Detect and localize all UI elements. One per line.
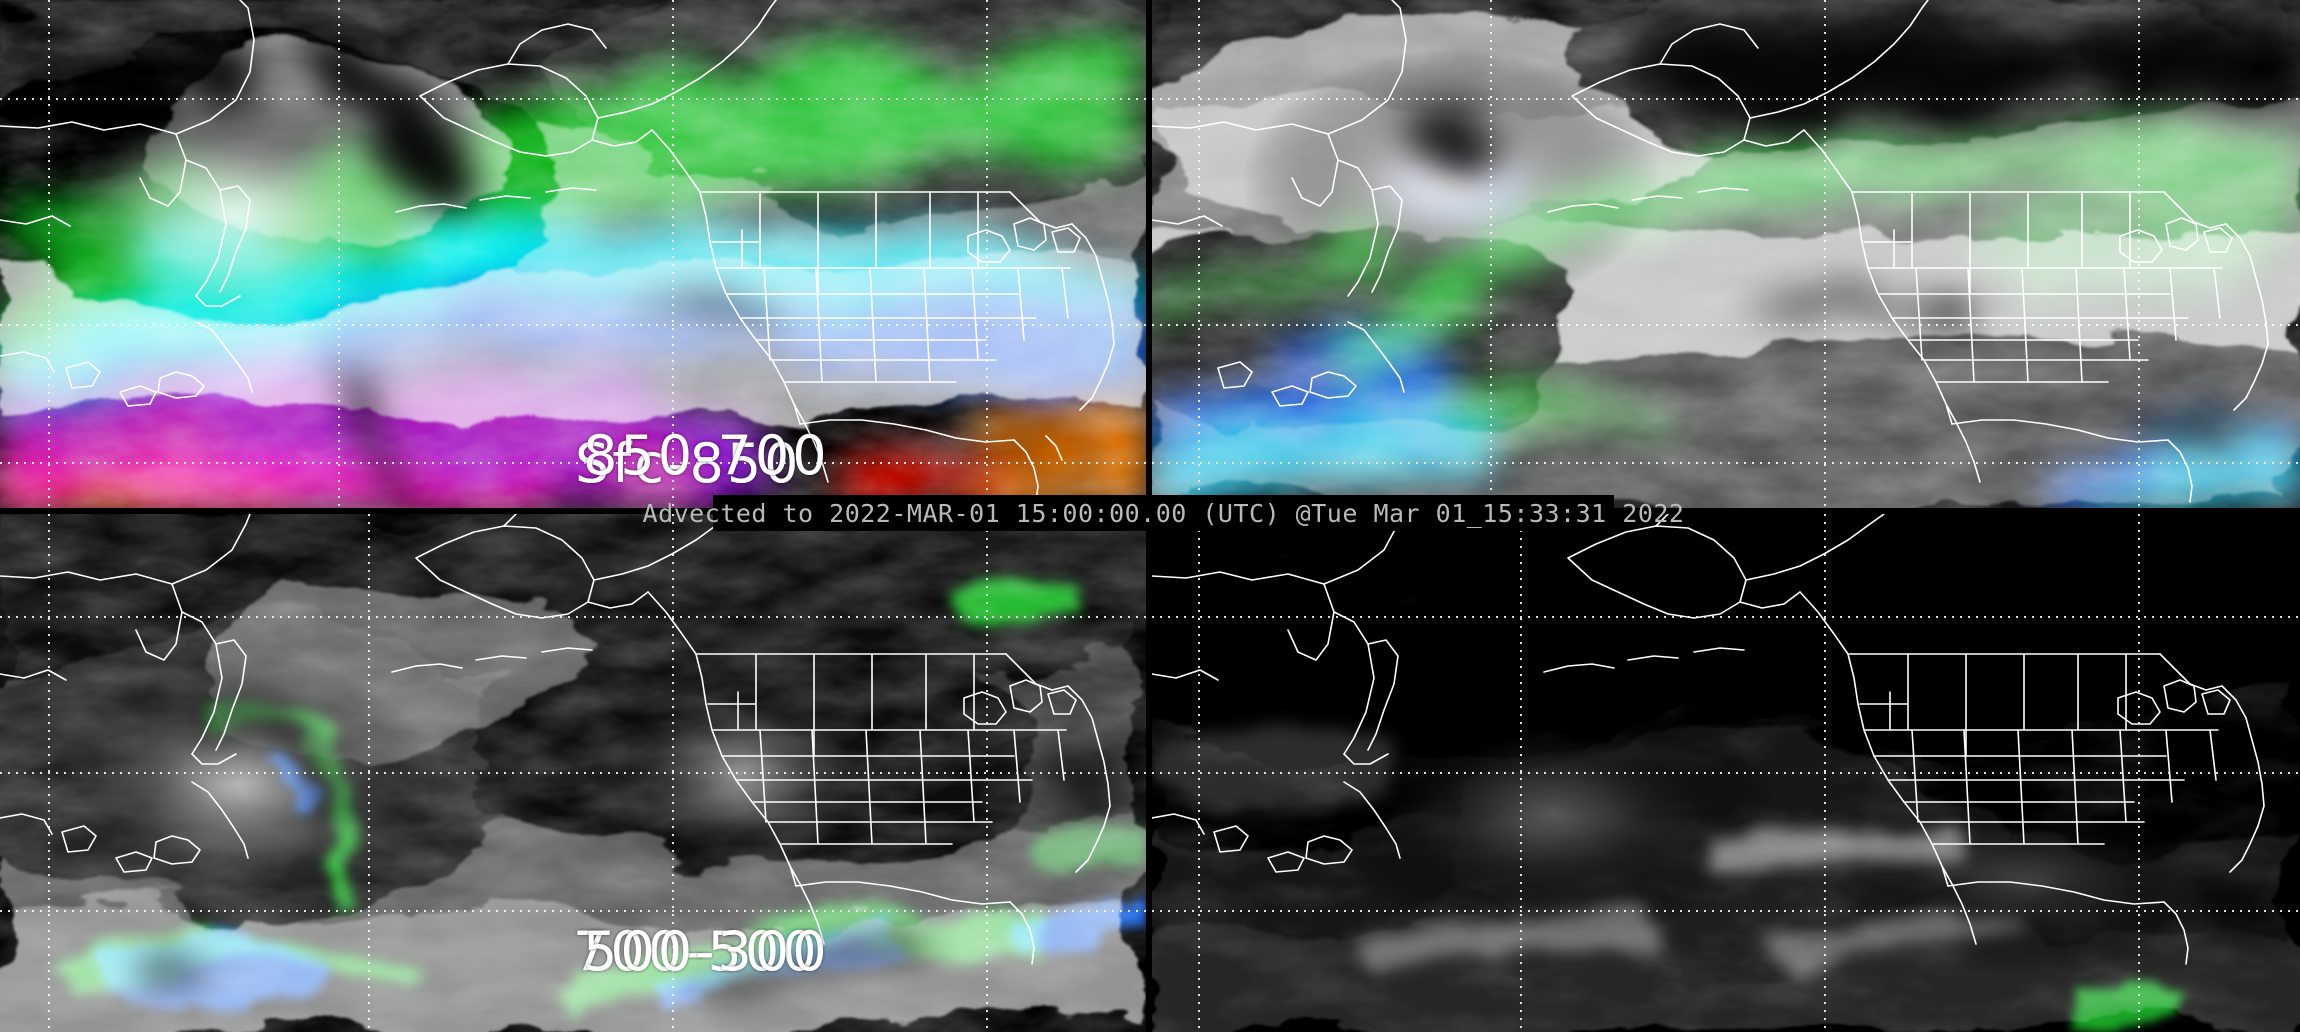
panel-label-700-500: 700-500 (573, 920, 820, 983)
moisture-field-500-300 (1152, 514, 2300, 1032)
caption-banner: Advected to 2022-MAR-01 15:00:00.00 (UTC… (643, 495, 1684, 531)
panel-700-500[interactable] (0, 514, 1146, 1032)
panel-label-500-300: 500-300 (583, 920, 830, 983)
panel-sfc-850[interactable] (0, 0, 1146, 508)
moisture-field-sfc-850 (0, 0, 1146, 508)
panel-850-700[interactable] (1152, 0, 2300, 508)
moisture-field-850-700 (1152, 0, 2300, 508)
panel-label-850-700: 850-700 (583, 424, 830, 487)
caption-text: Advected to 2022-MAR-01 15:00:00.00 (UTC… (642, 498, 1685, 528)
panel-500-300[interactable] (1152, 514, 2300, 1032)
